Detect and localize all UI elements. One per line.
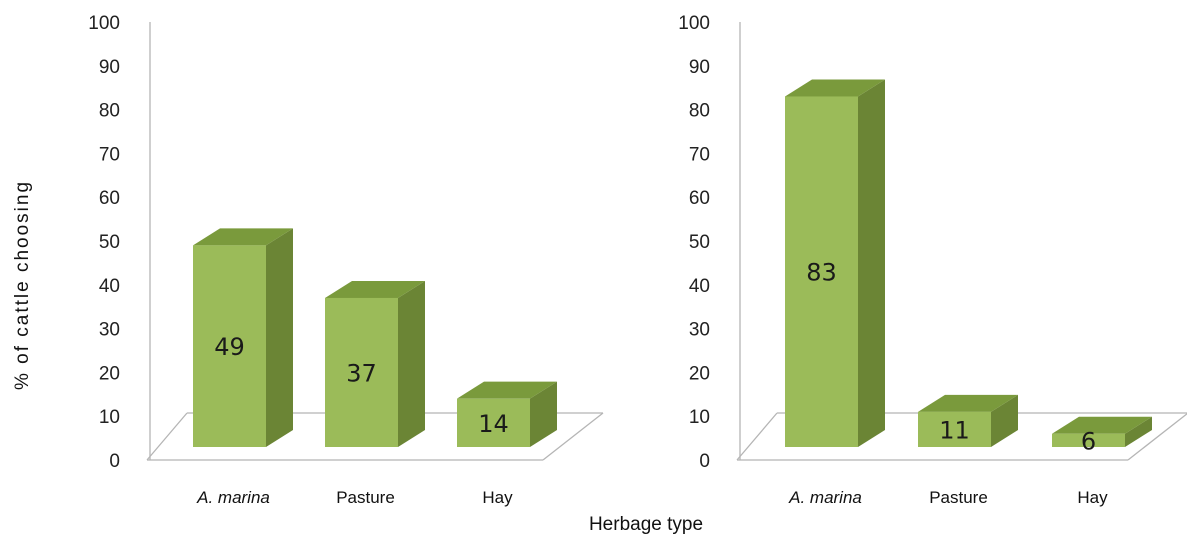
y-tick-label: 30 [689, 320, 710, 341]
y-tick-label: 50 [689, 232, 710, 253]
x-tick-label: Hay [482, 488, 513, 507]
y-tick-label: 70 [99, 144, 120, 165]
bar: 49 [193, 228, 293, 447]
y-tick-label: 10 [99, 407, 120, 428]
floor-edge-right [1127, 412, 1187, 461]
y-tick-label: 30 [99, 320, 120, 341]
y-tick-label: 80 [689, 101, 710, 122]
bar-front-face [325, 297, 398, 447]
x-tick-label: Pasture [929, 488, 988, 507]
floor-edge-right [542, 412, 604, 461]
chart-panel-right: 0 10 20 30 40 50 60 70 80 90 100 83 A. marina 11 Pastu… [678, 13, 1187, 507]
x-tick-label: A. marina [196, 488, 270, 507]
bar: 6 [1052, 416, 1152, 455]
y-tick-label: 100 [678, 13, 710, 34]
floor-edge-left [146, 412, 188, 461]
bar-top-face [193, 228, 293, 246]
bar-front-face [918, 411, 991, 447]
bar-front-face [457, 398, 530, 447]
bar-side-face [991, 394, 1018, 447]
bar-top-face [1052, 416, 1152, 434]
bar: 14 [457, 381, 557, 447]
data-label: 49 [214, 333, 245, 361]
y-tick-label: 90 [99, 57, 120, 78]
data-label: 37 [346, 359, 377, 387]
bar: 83 [785, 79, 885, 448]
bar: 37 [325, 280, 425, 447]
bar-top-face [325, 280, 425, 298]
y-axis-title: % of cattle choosing [12, 180, 33, 390]
floor-edge-left [736, 412, 778, 461]
y-tick-label: 40 [99, 276, 120, 297]
y-tick-label: 90 [689, 57, 710, 78]
data-label: 6 [1081, 427, 1096, 455]
y-tick-label: 10 [689, 407, 710, 428]
data-label: 14 [478, 410, 509, 438]
y-tick-label: 0 [699, 451, 710, 472]
bar-side-face [1125, 416, 1152, 447]
bar-side-face [398, 280, 425, 447]
bar-front-face [785, 96, 858, 448]
y-tick-label: 20 [689, 363, 710, 384]
bar: 11 [918, 394, 1018, 447]
bar-top-face [785, 79, 885, 97]
y-tick-label: 80 [99, 101, 120, 122]
y-tick-label: 70 [689, 144, 710, 165]
bar-front-face [1052, 433, 1125, 447]
bar-front-face [193, 245, 266, 447]
x-axis-title: Herbage type [589, 514, 703, 535]
data-label: 11 [939, 416, 970, 444]
x-tick-label: Pasture [336, 488, 395, 507]
y-tick-label: 60 [99, 188, 120, 209]
y-tick-label: 50 [99, 232, 120, 253]
x-tick-label: A. marina [788, 488, 862, 507]
bar-side-face [530, 381, 557, 447]
data-label: 83 [806, 259, 837, 287]
y-tick-label: 60 [689, 188, 710, 209]
x-tick-label: Hay [1077, 488, 1108, 507]
bar-side-face [266, 228, 293, 447]
y-tick-label: 0 [109, 451, 120, 472]
bar-side-face [858, 79, 885, 448]
chart-panel-left: 0 10 20 30 40 50 60 70 80 90 100 49 A. marina 37 Pastu… [88, 13, 604, 507]
bar-top-face [918, 394, 1018, 412]
bar-top-face [457, 381, 557, 399]
y-tick-label: 20 [99, 363, 120, 384]
y-tick-label: 40 [689, 276, 710, 297]
y-tick-label: 100 [88, 13, 120, 34]
